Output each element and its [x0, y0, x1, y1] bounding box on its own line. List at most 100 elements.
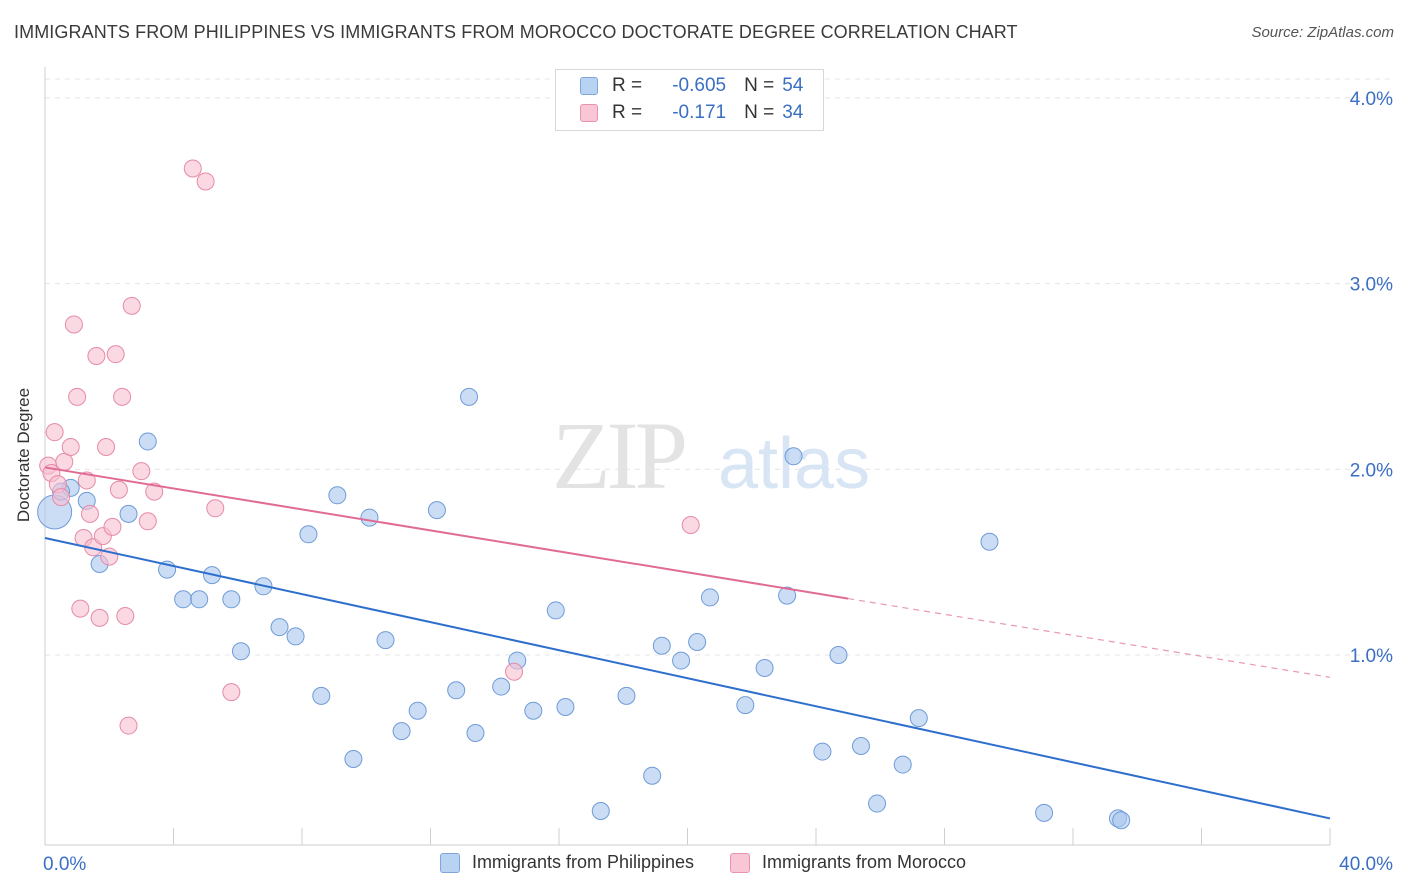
- point-morocco: [183, 159, 202, 178]
- watermark: ZIP atlas: [552, 402, 870, 509]
- y-tick-label: 2.0%: [1350, 460, 1393, 481]
- watermark-zip: ZIP: [552, 402, 685, 509]
- point-philippines: [688, 633, 707, 652]
- point-morocco: [119, 716, 138, 735]
- point-morocco: [681, 516, 700, 535]
- y-tick-label: 1.0%: [1350, 646, 1393, 667]
- series-legend: Immigrants from Philippines Immigrants f…: [0, 852, 1406, 873]
- point-philippines: [778, 586, 797, 605]
- point-philippines: [174, 590, 193, 609]
- point-morocco: [122, 296, 141, 315]
- point-philippines: [813, 742, 832, 761]
- legend-swatch-philippines: [439, 852, 460, 873]
- point-philippines: [617, 686, 636, 705]
- point-philippines: [119, 504, 138, 523]
- source-label: Source: ZipAtlas.com: [1251, 24, 1394, 41]
- n-label: N =: [744, 75, 775, 96]
- point-philippines: [344, 749, 363, 768]
- legend-row-philippines: R = -0.605 N = 54: [580, 74, 803, 98]
- trend-lines: [44, 466, 1331, 820]
- legend-swatch-philippines: [580, 77, 598, 95]
- point-philippines: [672, 651, 691, 670]
- point-philippines: [299, 525, 318, 544]
- point-philippines: [286, 627, 305, 646]
- point-morocco: [206, 499, 225, 518]
- x-tick-label: 0.0%: [43, 854, 86, 875]
- n-value: 34: [782, 102, 804, 123]
- point-morocco: [222, 683, 241, 702]
- point-philippines: [1035, 803, 1054, 822]
- r-label: R =: [612, 102, 643, 123]
- point-philippines: [784, 447, 803, 466]
- point-philippines: [447, 681, 466, 700]
- y-tick-label: 4.0%: [1350, 89, 1393, 110]
- point-morocco: [97, 438, 116, 457]
- point-morocco: [196, 172, 215, 191]
- axes: [44, 67, 1331, 846]
- point-philippines: [652, 636, 671, 655]
- n-label: N =: [744, 102, 775, 123]
- point-philippines: [1112, 811, 1131, 830]
- point-philippines: [556, 697, 575, 716]
- r-value: -0.171: [672, 102, 727, 123]
- point-philippines: [408, 701, 427, 720]
- x-tick-label: 40.0%: [1339, 854, 1393, 875]
- legend-label-morocco: Immigrants from Morocco: [762, 852, 967, 872]
- legend-item-philippines: Immigrants from Philippines: [439, 852, 695, 873]
- point-philippines: [546, 601, 565, 620]
- point-philippines: [893, 755, 912, 774]
- point-philippines: [492, 677, 511, 696]
- point-philippines: [736, 696, 755, 715]
- legend-row-morocco: R = -0.171 N = 34: [580, 101, 803, 125]
- point-philippines: [755, 658, 774, 677]
- point-philippines: [376, 631, 395, 650]
- point-philippines: [190, 590, 209, 609]
- point-morocco: [505, 662, 524, 681]
- point-morocco: [64, 315, 83, 334]
- point-morocco: [106, 345, 125, 364]
- point-philippines: [312, 686, 331, 705]
- trend-line-morocco-dashed: [848, 598, 1331, 678]
- point-philippines: [231, 642, 250, 661]
- point-philippines: [980, 532, 999, 551]
- legend-swatch-morocco: [730, 852, 751, 873]
- point-philippines: [643, 766, 662, 785]
- trend-line-philippines: [44, 537, 1331, 820]
- point-philippines: [524, 701, 543, 720]
- y-axis-label: Doctorate Degree: [14, 387, 33, 523]
- point-philippines: [222, 590, 241, 609]
- point-philippines: [427, 501, 446, 520]
- point-morocco: [61, 438, 80, 457]
- point-philippines: [270, 618, 289, 637]
- point-morocco: [109, 480, 128, 499]
- point-morocco: [138, 512, 157, 531]
- point-philippines: [138, 432, 157, 451]
- point-morocco: [90, 608, 109, 627]
- point-philippines: [700, 588, 719, 607]
- point-morocco: [45, 423, 64, 442]
- y-tick-label: 3.0%: [1350, 275, 1393, 296]
- point-morocco: [116, 607, 135, 626]
- point-morocco: [77, 471, 96, 490]
- point-morocco: [87, 347, 106, 366]
- point-philippines: [328, 486, 347, 505]
- point-philippines: [851, 736, 870, 755]
- point-morocco: [132, 462, 151, 481]
- point-philippines: [360, 508, 379, 527]
- tick-labels: 1.0% 2.0% 3.0% 4.0% 0.0% 40.0%: [43, 89, 1393, 875]
- chart-title: IMMIGRANTS FROM PHILIPPINES VS IMMIGRANT…: [14, 22, 1018, 42]
- point-morocco: [68, 387, 87, 406]
- point-philippines: [466, 723, 485, 742]
- point-philippines: [460, 387, 479, 406]
- legend-swatch-morocco: [580, 104, 598, 122]
- point-morocco: [80, 504, 99, 523]
- point-philippines: [868, 794, 887, 813]
- point-morocco: [145, 482, 164, 501]
- n-value: 54: [782, 75, 804, 96]
- legend-label-philippines: Immigrants from Philippines: [471, 852, 695, 872]
- point-philippines: [392, 722, 411, 741]
- legend-item-morocco: Immigrants from Morocco: [730, 852, 966, 873]
- point-philippines: [829, 646, 848, 664]
- point-morocco: [113, 387, 132, 406]
